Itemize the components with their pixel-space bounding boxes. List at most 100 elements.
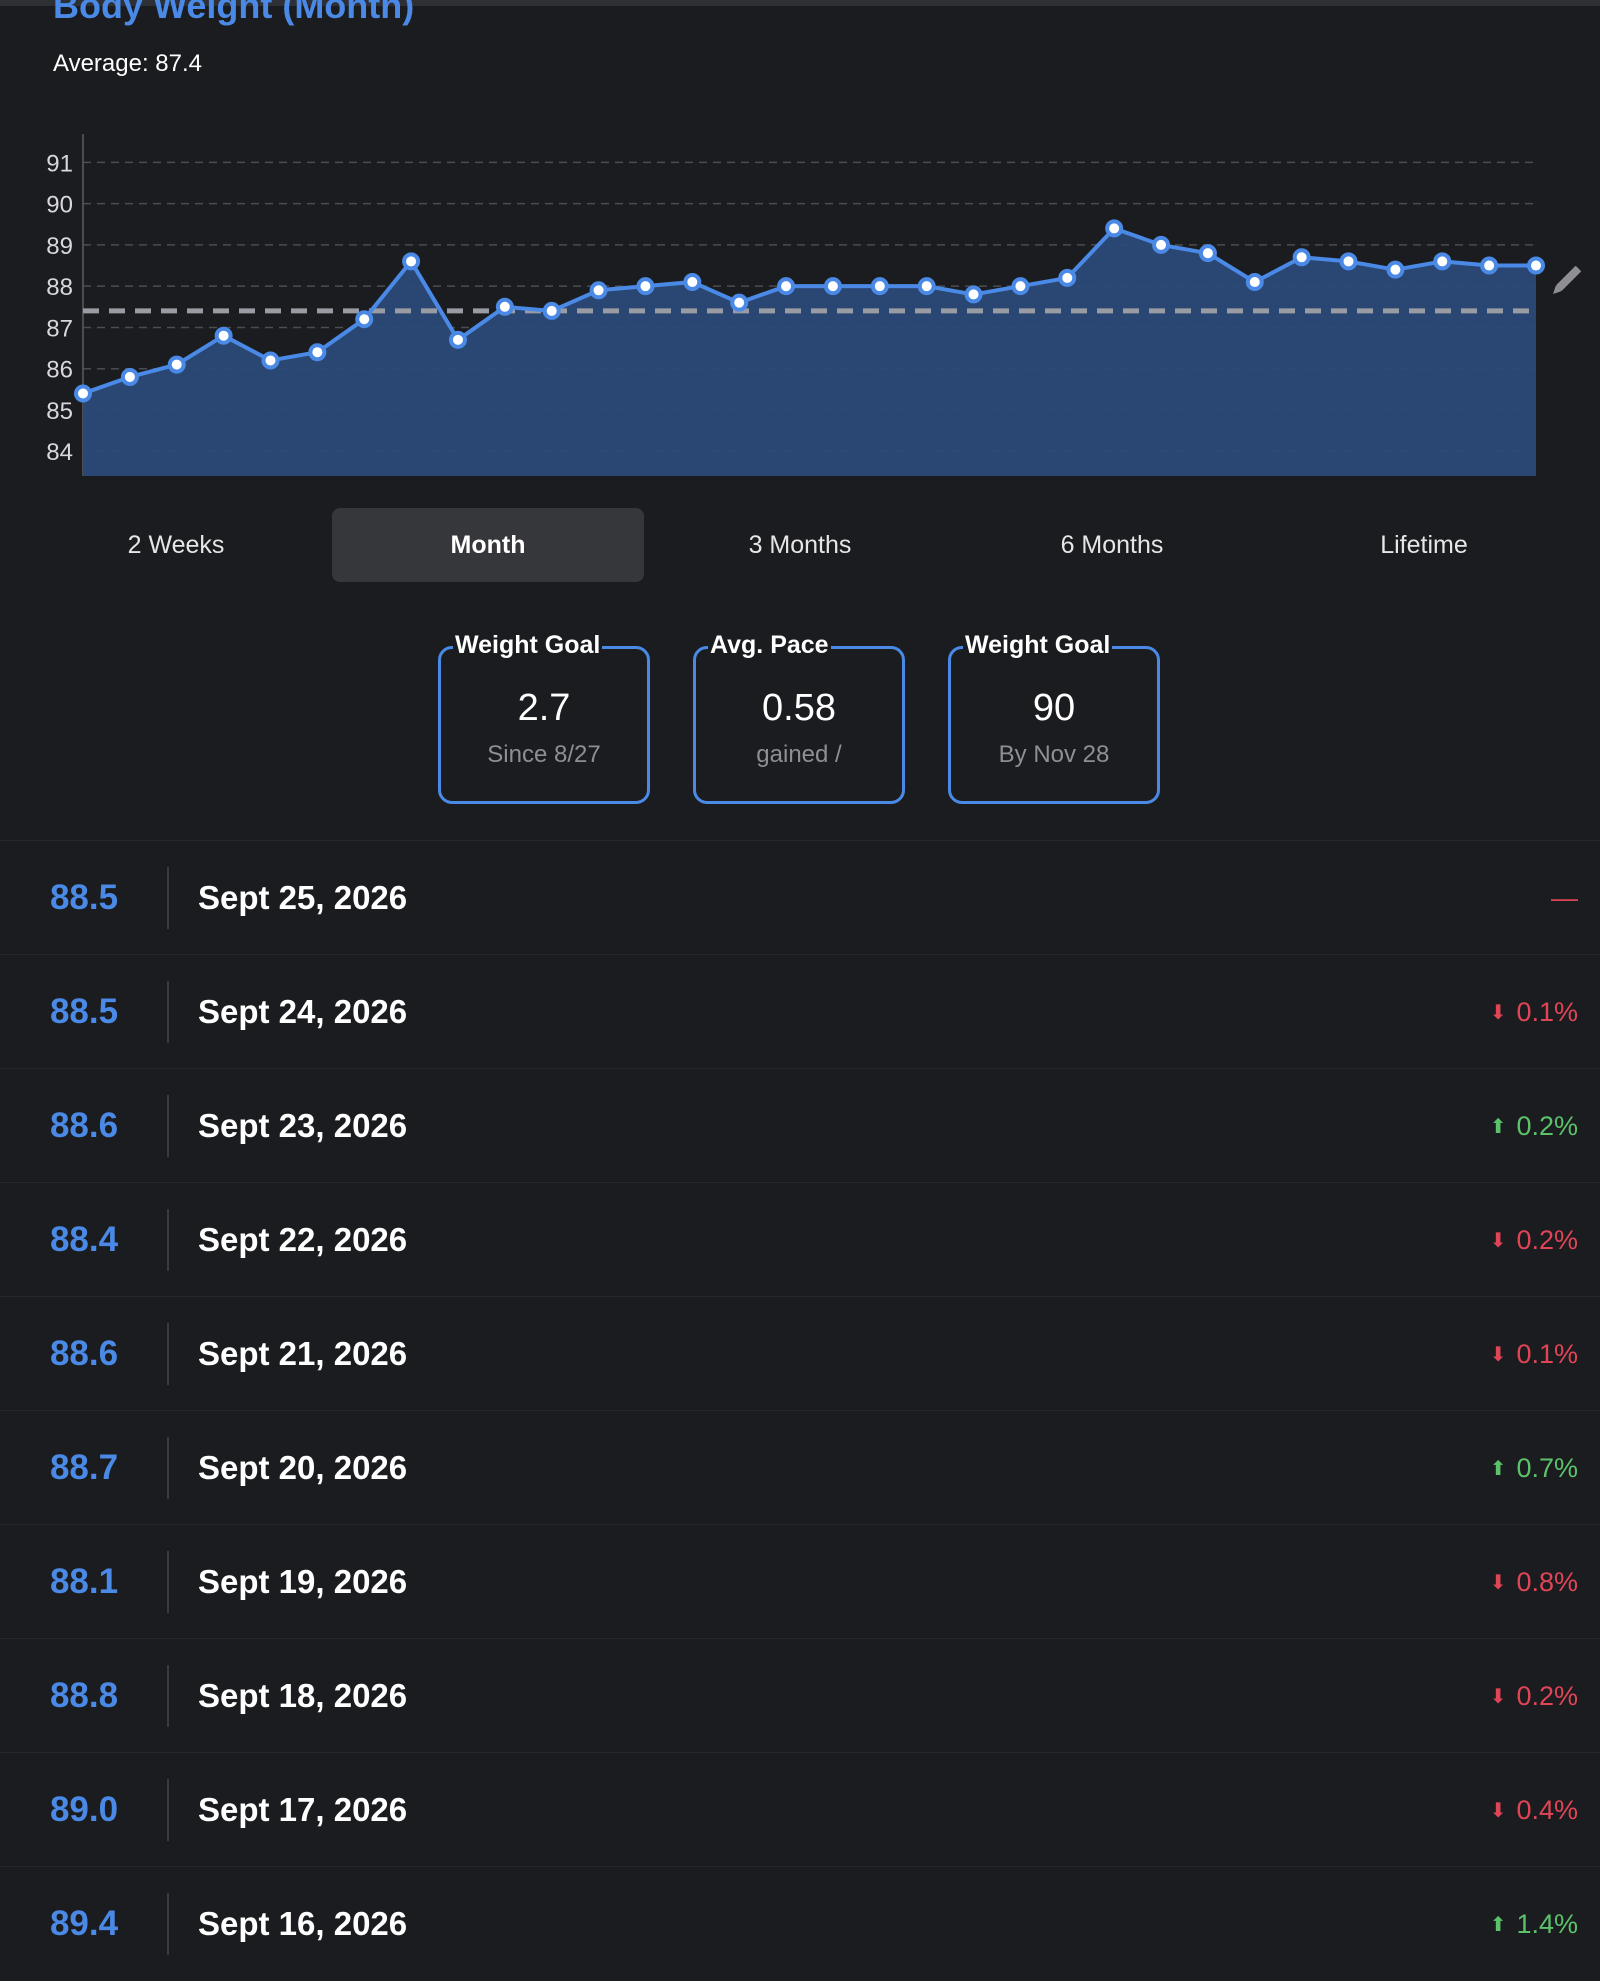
entry-change-value: 0.1% — [1516, 1338, 1578, 1369]
arrow-down-icon: ⬇ — [1489, 1571, 1507, 1594]
entry-date: Sept 23, 2026 — [198, 1107, 408, 1144]
weight-entry-row[interactable]: 89.4 Sept 16, 2026 ⬆ 1.4% — [0, 1866, 1600, 1980]
entry-divider — [167, 981, 169, 1043]
data-point — [167, 355, 186, 374]
y-tick-label: 85 — [46, 398, 73, 425]
arrow-up-icon: ⬆ — [1489, 1115, 1507, 1138]
weight-entry-row[interactable]: 88.5 Sept 25, 2026 — — [0, 840, 1600, 954]
stat-value: 2.7 — [517, 687, 571, 729]
entry-divider — [167, 1551, 169, 1613]
entry-date: Sept 20, 2026 — [198, 1449, 408, 1486]
entry-change-value: 0.4% — [1516, 1794, 1578, 1825]
weight-entry-row[interactable]: 88.7 Sept 20, 2026 ⬆ 0.7% — [0, 1410, 1600, 1524]
weight-entry-row[interactable]: 88.8 Sept 18, 2026 ⬇ 0.2% — [0, 1638, 1600, 1752]
data-point — [448, 330, 467, 349]
weight-entry-row[interactable]: 88.6 Sept 23, 2026 ⬆ 0.2% — [0, 1068, 1600, 1182]
average-label: Average: 87.4 — [53, 50, 203, 77]
entry-divider — [167, 1893, 169, 1955]
data-point — [730, 293, 749, 312]
arrow-down-icon: ⬇ — [1489, 1685, 1507, 1708]
arrow-up-icon: ⬆ — [1489, 1913, 1507, 1936]
stat-sub: Since 8/27 — [487, 741, 601, 768]
entry-change: ⬆ 1.4% — [1490, 1867, 1578, 1981]
pencil-icon[interactable] — [1550, 266, 1581, 297]
arrow-down-icon: ⬇ — [1489, 1229, 1507, 1252]
weight-chart: 84 85 86 87 88 89 90 91 — [46, 134, 1581, 476]
y-tick-label: 88 — [46, 274, 73, 301]
stat-value: 0.58 — [762, 687, 836, 729]
range-tabs: 2 Weeks Month 3 Months 6 Months Lifetime — [20, 508, 1580, 582]
weight-goal-card[interactable]: Weight Goal 2.7 Since 8/27 — [438, 631, 650, 804]
y-tick-label: 90 — [46, 192, 73, 219]
entry-change-value: 0.8% — [1516, 1566, 1578, 1597]
stat-label: Avg. Pace — [708, 631, 831, 660]
tab-3-months[interactable]: 3 Months — [748, 530, 852, 559]
weight-entry-row[interactable]: 88.4 Sept 22, 2026 ⬇ 0.2% — [0, 1182, 1600, 1296]
arrow-down-icon: ⬇ — [1489, 1001, 1507, 1024]
data-point — [636, 277, 655, 296]
weight-entry-row[interactable]: 88.6 Sept 21, 2026 ⬇ 0.1% — [0, 1296, 1600, 1410]
tab-2-weeks[interactable]: 2 Weeks — [127, 530, 225, 559]
weight-entry-list: 88.5 Sept 25, 2026 — 88.5 Sept 24, 2026 ⬇ 0.1%… — [0, 840, 1600, 1980]
entry-weight: 89.0 — [49, 1790, 119, 1829]
entry-change-value: 0.2% — [1516, 1680, 1578, 1711]
series-area — [83, 228, 1536, 476]
entry-date: Sept 16, 2026 — [198, 1905, 408, 1942]
entry-change: ⬇ 0.8% — [1490, 1525, 1578, 1639]
entry-date: Sept 25, 2026 — [198, 879, 408, 916]
entry-weight: 88.7 — [49, 1448, 119, 1487]
data-point — [355, 310, 374, 329]
data-point — [683, 273, 702, 292]
y-tick-label: 89 — [46, 233, 73, 260]
stat-value: 90 — [1032, 687, 1076, 729]
page-title: Body Weight (Month) — [53, 0, 415, 26]
stat-label: Weight Goal — [963, 631, 1113, 660]
weight-goal-target-card[interactable]: Weight Goal 90 By Nov 28 — [948, 631, 1160, 804]
entry-weight: 88.5 — [49, 992, 119, 1031]
entry-divider — [167, 1209, 169, 1271]
data-point — [964, 285, 983, 304]
data-point — [308, 343, 327, 362]
entry-change-value: — — [1551, 882, 1578, 913]
y-tick-label: 91 — [46, 150, 73, 177]
entry-weight: 88.6 — [49, 1334, 119, 1373]
y-tick-label: 87 — [46, 315, 73, 342]
arrow-up-icon: ⬆ — [1489, 1457, 1507, 1480]
entry-divider — [167, 1779, 169, 1841]
entry-change-value: 0.1% — [1516, 996, 1578, 1027]
entry-change-value: 0.7% — [1516, 1452, 1578, 1483]
avg-pace-card[interactable]: Avg. Pace 0.58 gained / — [693, 631, 905, 804]
data-point — [120, 367, 139, 386]
entry-change: ⬆ 0.7% — [1490, 1411, 1578, 1525]
data-point — [1527, 256, 1545, 275]
stat-sub: gained / — [756, 741, 842, 768]
data-point — [1011, 277, 1030, 296]
entry-date: Sept 19, 2026 — [198, 1563, 408, 1600]
data-point — [1386, 260, 1405, 279]
tab-6-months[interactable]: 6 Months — [1060, 530, 1164, 559]
entry-change: ⬇ 0.2% — [1490, 1183, 1578, 1297]
entry-weight: 88.5 — [49, 878, 119, 917]
entry-change-value: 0.2% — [1516, 1224, 1578, 1255]
entry-weight: 88.4 — [49, 1220, 119, 1259]
data-point — [402, 252, 421, 271]
entry-change-value: 1.4% — [1516, 1908, 1578, 1939]
arrow-down-icon: ⬇ — [1489, 1799, 1507, 1822]
entry-divider — [167, 1323, 169, 1385]
data-point — [261, 351, 280, 370]
weight-entry-row[interactable]: 89.0 Sept 17, 2026 ⬇ 0.4% — [0, 1752, 1600, 1866]
weight-entry-row[interactable]: 88.1 Sept 19, 2026 ⬇ 0.8% — [0, 1524, 1600, 1638]
entry-divider — [167, 1437, 169, 1499]
data-point — [917, 277, 936, 296]
data-point — [1058, 268, 1077, 287]
stat-sub: By Nov 28 — [998, 741, 1110, 768]
tab-month[interactable]: Month — [332, 508, 644, 582]
y-tick-label: 84 — [46, 439, 73, 466]
weight-entry-row[interactable]: 88.5 Sept 24, 2026 ⬇ 0.1% — [0, 954, 1600, 1068]
y-tick-label: 86 — [46, 357, 73, 384]
entry-weight: 88.8 — [49, 1676, 119, 1715]
entry-change: — — [1551, 841, 1578, 955]
stat-label: Weight Goal — [453, 631, 603, 660]
data-point — [777, 277, 796, 296]
tab-lifetime[interactable]: Lifetime — [1380, 530, 1468, 559]
